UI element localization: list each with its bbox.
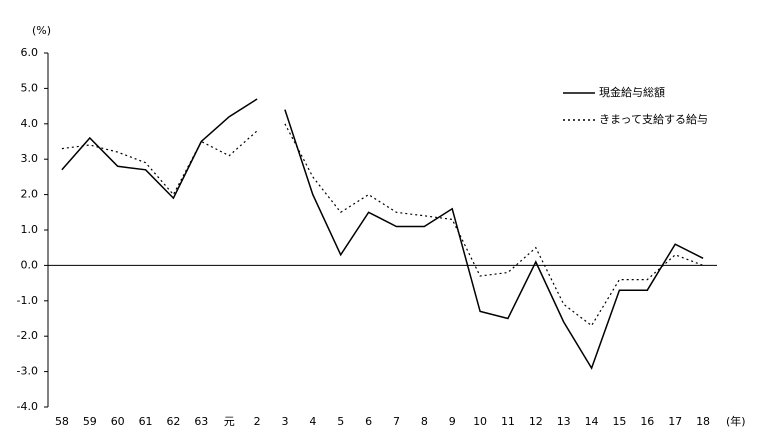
x-tick-label: 7 bbox=[393, 415, 400, 428]
series-line bbox=[61, 123, 704, 327]
x-tick-label: 62 bbox=[166, 415, 180, 428]
x-tick-label: 9 bbox=[449, 415, 456, 428]
x-tick-label: 17 bbox=[668, 415, 682, 428]
x-tick-label: 5 bbox=[337, 415, 344, 428]
y-tick-label: 5.0 bbox=[21, 81, 39, 94]
y-tick-label: -1.0 bbox=[17, 294, 38, 307]
y-tick-label: 6.0 bbox=[21, 46, 39, 59]
x-tick-label: 58 bbox=[55, 415, 69, 428]
x-tick-label: 8 bbox=[421, 415, 428, 428]
y-tick-label: 2.0 bbox=[21, 188, 39, 201]
y-tick-label: -3.0 bbox=[17, 365, 38, 378]
y-tick-label: 0.0 bbox=[21, 258, 39, 271]
x-tick-label: 13 bbox=[557, 415, 571, 428]
y-tick-label: -4.0 bbox=[17, 400, 38, 413]
y-tick-label: 3.0 bbox=[21, 152, 39, 165]
x-tick-label: 10 bbox=[473, 415, 487, 428]
x-tick-label: 元 bbox=[224, 415, 235, 428]
x-tick-label: 60 bbox=[111, 415, 125, 428]
x-tick-label: 15 bbox=[612, 415, 626, 428]
y-tick-label: -2.0 bbox=[17, 329, 38, 342]
x-tick-label: 16 bbox=[640, 415, 654, 428]
x-axis-label: (年) bbox=[726, 414, 746, 428]
y-axis-label: (%) bbox=[32, 24, 51, 37]
x-tick-label: 11 bbox=[501, 415, 515, 428]
legend-label: 現金給与総額 bbox=[599, 85, 665, 99]
x-tick-label: 14 bbox=[585, 415, 599, 428]
x-tick-label: 4 bbox=[309, 415, 316, 428]
y-tick-label: 4.0 bbox=[21, 117, 39, 130]
x-tick-label: 63 bbox=[194, 415, 208, 428]
x-tick-label: 12 bbox=[529, 415, 543, 428]
x-tick-label: 59 bbox=[83, 415, 97, 428]
x-tick-label: 6 bbox=[365, 415, 372, 428]
x-tick-label: 61 bbox=[139, 415, 153, 428]
x-tick-label: 18 bbox=[696, 415, 710, 428]
series-line bbox=[61, 98, 704, 370]
x-tick-label: 3 bbox=[281, 415, 288, 428]
legend-label: きまって支給する給与 bbox=[599, 112, 708, 126]
y-tick-label: 1.0 bbox=[21, 223, 39, 236]
x-tick-label: 2 bbox=[254, 415, 261, 428]
